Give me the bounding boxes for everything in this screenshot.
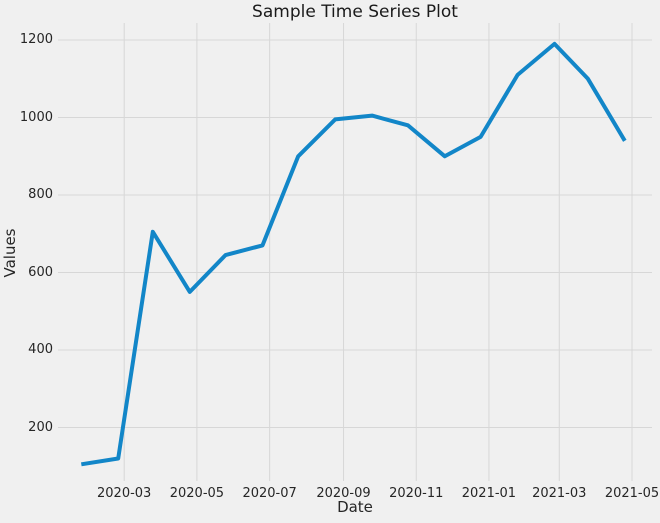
y-tick-label: 800 — [28, 187, 53, 202]
x-tick-label: 2020-09 — [316, 486, 371, 501]
x-tick-label: 2020-11 — [389, 486, 444, 501]
y-tick-label: 1200 — [19, 32, 53, 47]
x-tick-label: 2021-01 — [461, 486, 517, 501]
x-tick-label: 2021-03 — [532, 486, 587, 501]
x-tick-label: 2020-03 — [97, 486, 152, 501]
x-tick-label: 2020-07 — [242, 486, 297, 501]
chart-title: Sample Time Series Plot — [252, 2, 458, 22]
y-tick-label: 1000 — [19, 109, 53, 125]
x-tick-label: 2020-05 — [169, 486, 225, 501]
x-axis-label: Date — [337, 498, 373, 516]
y-tick-label: 600 — [28, 264, 53, 280]
y-tick-label: 200 — [28, 419, 53, 435]
y-tick-label: 400 — [28, 342, 53, 357]
series-line — [80, 41, 627, 467]
x-tick-label: 2021-05 — [604, 486, 660, 501]
